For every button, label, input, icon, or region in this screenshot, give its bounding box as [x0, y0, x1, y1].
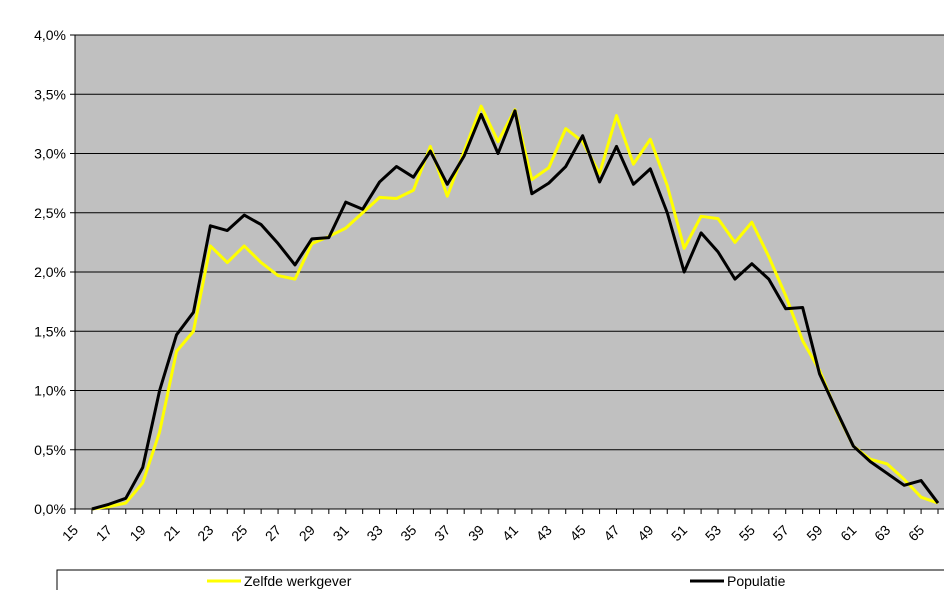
data-line [91, 109, 940, 511]
y-tick-label: 1,0% [34, 383, 66, 399]
y-tick-label: 0,0% [34, 501, 66, 517]
y-tick-label: 0,5% [34, 442, 66, 458]
y-tick-label: 1,5% [34, 323, 66, 339]
y-tick-label: 3,0% [34, 146, 66, 162]
legend-label: Populatie [727, 573, 786, 589]
y-tick-label: 2,0% [34, 264, 66, 280]
y-tick-label: 2,5% [34, 205, 66, 221]
legend-label: Zelfde werkgever [244, 573, 352, 589]
y-tick-label: 3,5% [34, 86, 66, 102]
legend-box [56, 569, 944, 590]
y-tick-label: 4,0% [34, 27, 66, 43]
